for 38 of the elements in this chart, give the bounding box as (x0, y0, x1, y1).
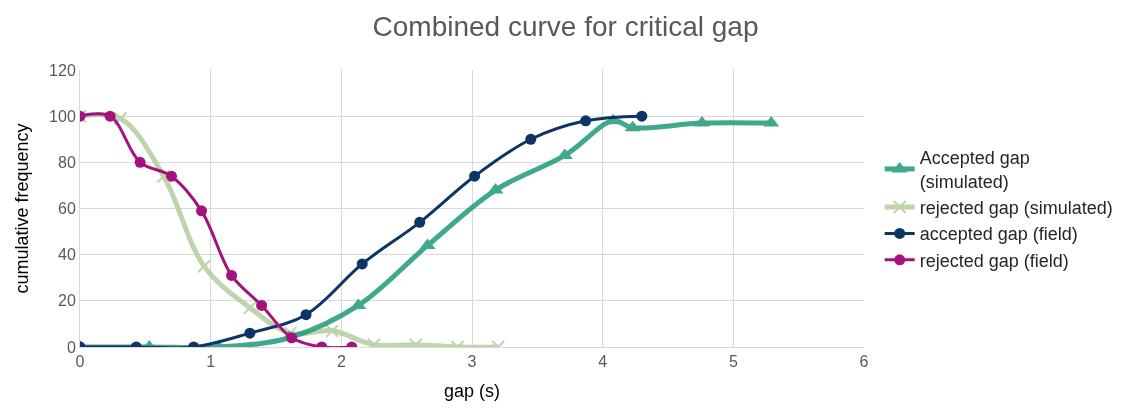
point (156, 169, 171, 184)
legend-label: rejected gap (field) (919, 250, 1069, 271)
y-axis-title: cumulative frequency (12, 123, 33, 294)
y-tick-label: 100 (49, 107, 76, 125)
point (113, 111, 128, 126)
point (624, 120, 641, 132)
point (242, 300, 257, 315)
point (325, 323, 340, 338)
x-tick-label: 4 (598, 353, 608, 371)
point (165, 170, 177, 182)
point (414, 216, 426, 228)
point (196, 205, 208, 217)
legend-label: accepted gap (field) (919, 224, 1078, 245)
y-tick-label: 40 (58, 246, 76, 264)
point (580, 115, 592, 127)
point (134, 156, 146, 168)
point (104, 110, 116, 122)
y-tick-label: 0 (66, 338, 76, 356)
chart-title: Combined curve for critical gap (372, 11, 759, 42)
x-tick-label: 5 (728, 353, 738, 371)
x-tick-label: 6 (859, 353, 869, 371)
y-tick-label: 20 (58, 292, 76, 310)
point (256, 299, 268, 311)
y-tick-label: 80 (58, 153, 76, 171)
y-tick-label: 120 (49, 61, 76, 79)
point (226, 269, 238, 281)
point (525, 133, 537, 145)
x-tick-label: 1 (206, 353, 216, 371)
legend-label: rejected gap (simulated) (919, 198, 1113, 219)
point (356, 258, 368, 270)
legend-label: Accepted gap (simulated) (919, 148, 1030, 192)
point (636, 110, 648, 122)
x-tick-label: 3 (467, 353, 477, 371)
y-tick-label: 60 (58, 200, 76, 218)
x-axis-title: gap (s) (443, 381, 501, 402)
point (469, 170, 481, 182)
x-tick-label: 2 (336, 353, 346, 371)
point (197, 259, 212, 274)
